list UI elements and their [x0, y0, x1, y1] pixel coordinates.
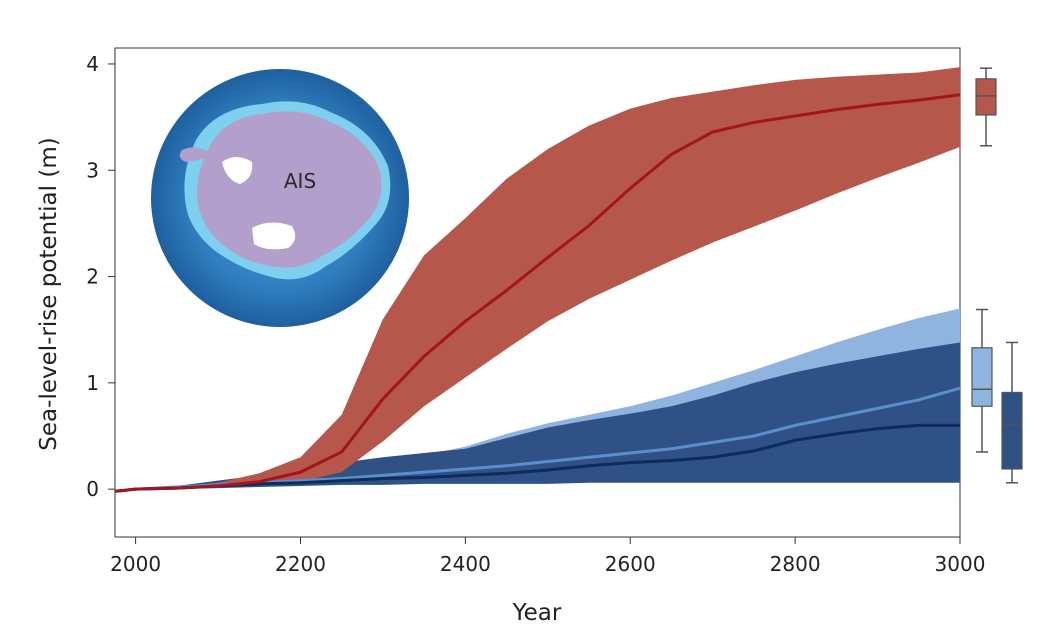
y-axis-title: Sea-level-rise potential (m)	[36, 137, 62, 450]
band-series-3	[115, 342, 960, 492]
boxplot-series-2	[971, 308, 993, 453]
boxplot-box	[975, 78, 997, 116]
boxplots	[971, 67, 1023, 484]
boxplot-box	[1001, 391, 1023, 470]
inset-label: AIS	[284, 169, 316, 193]
band-series-1	[115, 67, 960, 492]
y-tick-label: 3	[86, 158, 99, 182]
boxplot-series-1	[975, 67, 997, 147]
x-tick-label: 3000	[935, 552, 986, 576]
x-tick-label: 2400	[440, 552, 491, 576]
x-tick-label: 2800	[770, 552, 821, 576]
x-tick-label: 2200	[275, 552, 326, 576]
y-tick-label: 4	[86, 52, 99, 76]
boxplot-box	[971, 347, 993, 407]
inset-continent	[197, 111, 382, 268]
inset-ice-shelf-ronne	[222, 157, 253, 184]
y-tick-label: 0	[86, 477, 99, 501]
inset-peninsula	[179, 147, 208, 162]
inset-ice-shelf-ross	[252, 222, 296, 250]
x-axis: 2000 2200 2400 2600 2800 3000	[110, 537, 985, 576]
y-tick-label: 1	[86, 371, 99, 395]
antarctica-inset: AIS	[151, 69, 409, 327]
uncertainty-bands	[115, 67, 960, 492]
y-axis: 0 1 2 3 4	[86, 52, 115, 501]
x-tick-label: 2600	[605, 552, 656, 576]
boxplot-series-3	[1001, 341, 1023, 484]
y-tick-label: 2	[86, 265, 99, 289]
median-line-series-1	[115, 93, 960, 493]
x-axis-title: Year	[512, 600, 562, 626]
median-lines	[115, 93, 960, 493]
x-tick-label: 2000	[110, 552, 161, 576]
